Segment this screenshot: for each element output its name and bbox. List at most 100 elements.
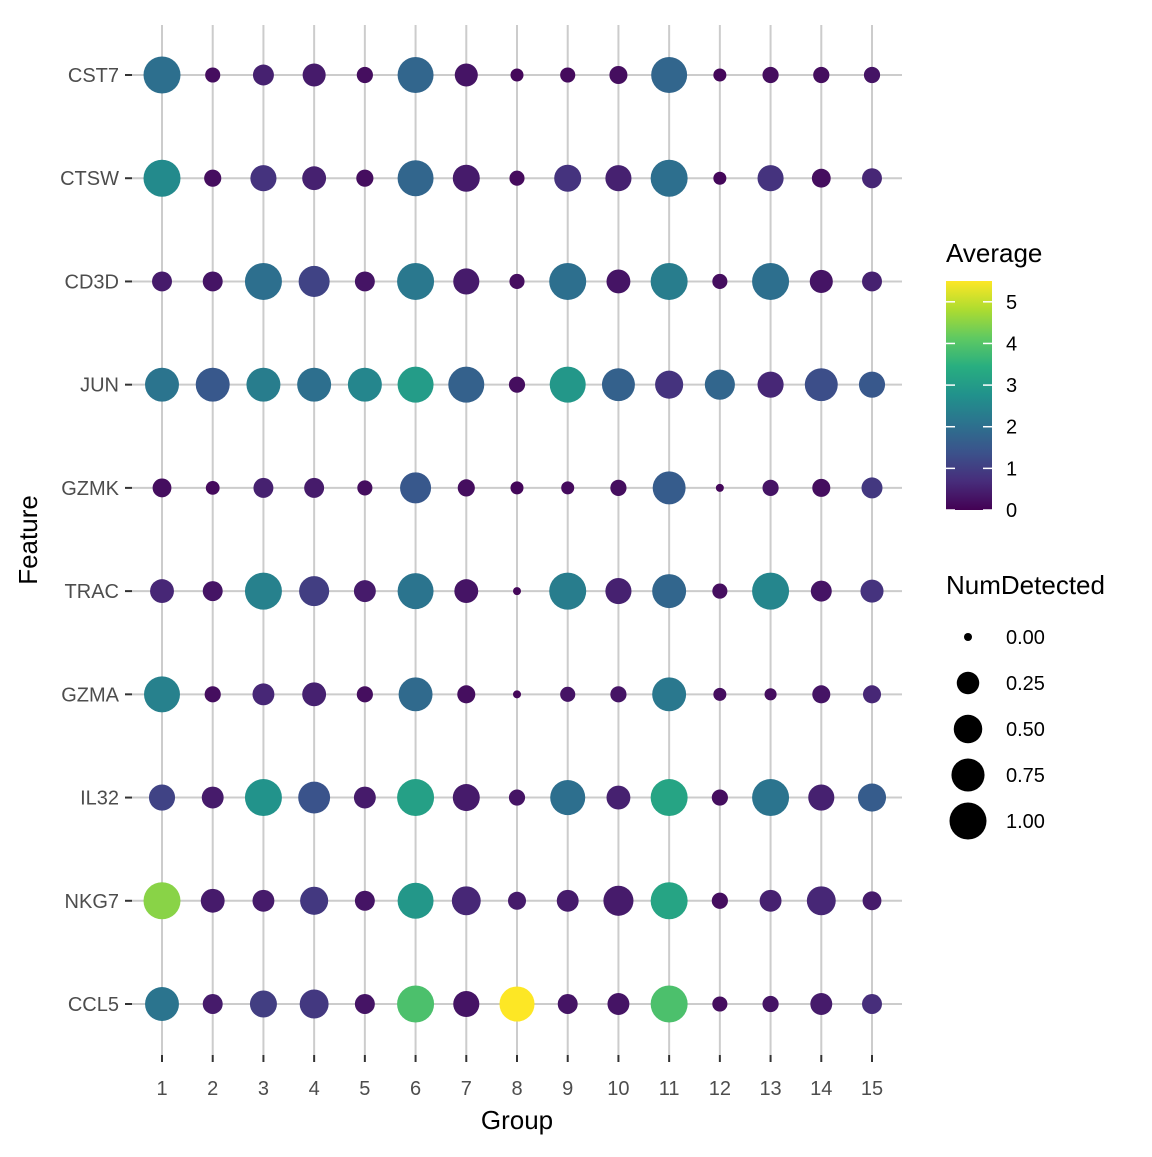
dot-GZMK-4 <box>304 477 325 498</box>
dot-IL32-6 <box>397 779 435 817</box>
size-legend-dot <box>949 802 987 840</box>
colorbar-tick-label: 3 <box>1006 375 1017 397</box>
dot-NKG7-7 <box>451 886 481 916</box>
dot-CST7-7 <box>454 63 478 87</box>
dot-TRAC-7 <box>454 579 479 604</box>
dot-GZMK-6 <box>400 472 432 504</box>
dot-TRAC-2 <box>202 581 223 602</box>
dot-CCL5-9 <box>557 994 578 1014</box>
dot-IL32-14 <box>808 784 835 811</box>
dot-TRAC-14 <box>810 580 832 602</box>
dot-CST7-8 <box>510 68 524 82</box>
dot-GZMA-15 <box>862 685 882 704</box>
dot-CTSW-8 <box>509 170 525 186</box>
dot-CST7-13 <box>762 66 779 84</box>
dot-CTSW-3 <box>250 165 277 192</box>
dot-CST7-15 <box>863 66 881 84</box>
dot-CD3D-10 <box>606 269 631 294</box>
dot-JUN-8 <box>508 376 526 393</box>
dot-JUN-15 <box>858 371 886 398</box>
dot-CST7-5 <box>356 66 373 84</box>
dot-GZMA-9 <box>560 686 576 702</box>
dot-IL32-3 <box>244 779 282 817</box>
dot-CCL5-6 <box>397 985 435 1023</box>
y-tick-label: IL32 <box>80 788 119 810</box>
colorbar-tick-label: 5 <box>1006 292 1017 314</box>
dot-CCL5-4 <box>299 989 329 1019</box>
y-tick-label: CST7 <box>68 65 119 87</box>
dot-CCL5-14 <box>810 993 833 1015</box>
dot-TRAC-5 <box>353 580 376 603</box>
dot-NKG7-3 <box>252 889 275 912</box>
dot-TRAC-10 <box>605 578 632 605</box>
dot-GZMK-10 <box>610 479 627 496</box>
dot-NKG7-11 <box>650 882 688 920</box>
dot-GZMK-3 <box>253 477 274 498</box>
dot-CD3D-9 <box>549 262 587 300</box>
dot-CST7-2 <box>205 67 221 83</box>
dot-CTSW-4 <box>302 166 327 191</box>
dot-GZMA-13 <box>764 688 777 701</box>
x-tick-label: 12 <box>709 1078 731 1100</box>
x-tick-label: 1 <box>156 1078 167 1100</box>
x-axis-title: Group <box>481 1105 553 1135</box>
colorbar-tick-label: 0 <box>1006 500 1017 522</box>
dot-GZMK-2 <box>205 480 220 495</box>
dot-GZMA-7 <box>457 685 476 704</box>
dot-NKG7-12 <box>711 892 728 909</box>
dot-GZMA-14 <box>812 685 831 704</box>
y-tick-label: CCL5 <box>68 994 119 1016</box>
size-legend-label: 0.50 <box>1006 719 1045 741</box>
dot-GZMA-6 <box>398 677 433 712</box>
size-legend-label: 0.25 <box>1006 673 1045 695</box>
dot-GZMA-11 <box>652 677 687 712</box>
dot-JUN-3 <box>246 367 281 402</box>
dot-IL32-5 <box>353 786 376 809</box>
x-tick-label: 11 <box>659 1078 680 1100</box>
dot-CCL5-5 <box>354 994 375 1014</box>
x-tick-label: 3 <box>258 1078 269 1100</box>
dot-NKG7-6 <box>397 882 434 919</box>
dot-CTSW-10 <box>605 165 632 192</box>
dot-CCL5-3 <box>249 990 277 1018</box>
dot-GZMA-10 <box>610 686 627 703</box>
color-legend-title: Average <box>946 238 1042 268</box>
color-legend: Average 0 1 2 3 4 5 <box>946 238 1042 522</box>
dot-IL32-15 <box>857 783 887 812</box>
dot-JUN-12 <box>704 369 735 400</box>
dot-IL32-9 <box>550 780 586 816</box>
dot-JUN-14 <box>804 368 838 402</box>
x-tick-label: 13 <box>759 1078 781 1100</box>
dot-GZMA-12 <box>713 687 727 701</box>
dot-JUN-1 <box>145 367 179 402</box>
dot-CCL5-11 <box>650 985 688 1023</box>
size-legend-label: 0.00 <box>1006 627 1045 649</box>
dot-TRAC-1 <box>150 579 174 604</box>
dot-CTSW-12 <box>713 171 727 185</box>
dot-TRAC-11 <box>652 574 687 609</box>
dot-CCL5-1 <box>145 987 179 1021</box>
colorbar <box>946 281 992 510</box>
dot-TRAC-6 <box>397 573 434 610</box>
x-tick-label: 15 <box>861 1078 883 1100</box>
x-tick-label: 8 <box>511 1078 522 1100</box>
dot-JUN-13 <box>757 371 784 398</box>
dot-GZMK-7 <box>457 479 475 497</box>
size-legend: NumDetected 0.00 0.25 0.50 0.75 1.00 <box>946 570 1105 840</box>
dot-CTSW-15 <box>862 168 882 189</box>
dot-CST7-12 <box>713 68 727 82</box>
x-tick-label: 14 <box>810 1078 832 1100</box>
size-legend-dot <box>956 671 980 695</box>
dot-GZMA-3 <box>252 683 275 706</box>
dot-JUN-11 <box>655 370 684 399</box>
dot-GZMK-13 <box>762 479 779 496</box>
dot-IL32-13 <box>752 779 790 817</box>
x-tick-label: 6 <box>410 1078 421 1100</box>
dots <box>143 56 887 1023</box>
dot-CTSW-2 <box>204 169 222 187</box>
dot-TRAC-3 <box>244 572 282 610</box>
dot-TRAC-4 <box>299 576 330 607</box>
y-axis-title: Feature <box>13 495 43 585</box>
dot-CD3D-3 <box>244 262 282 300</box>
dot-CST7-6 <box>397 57 434 93</box>
